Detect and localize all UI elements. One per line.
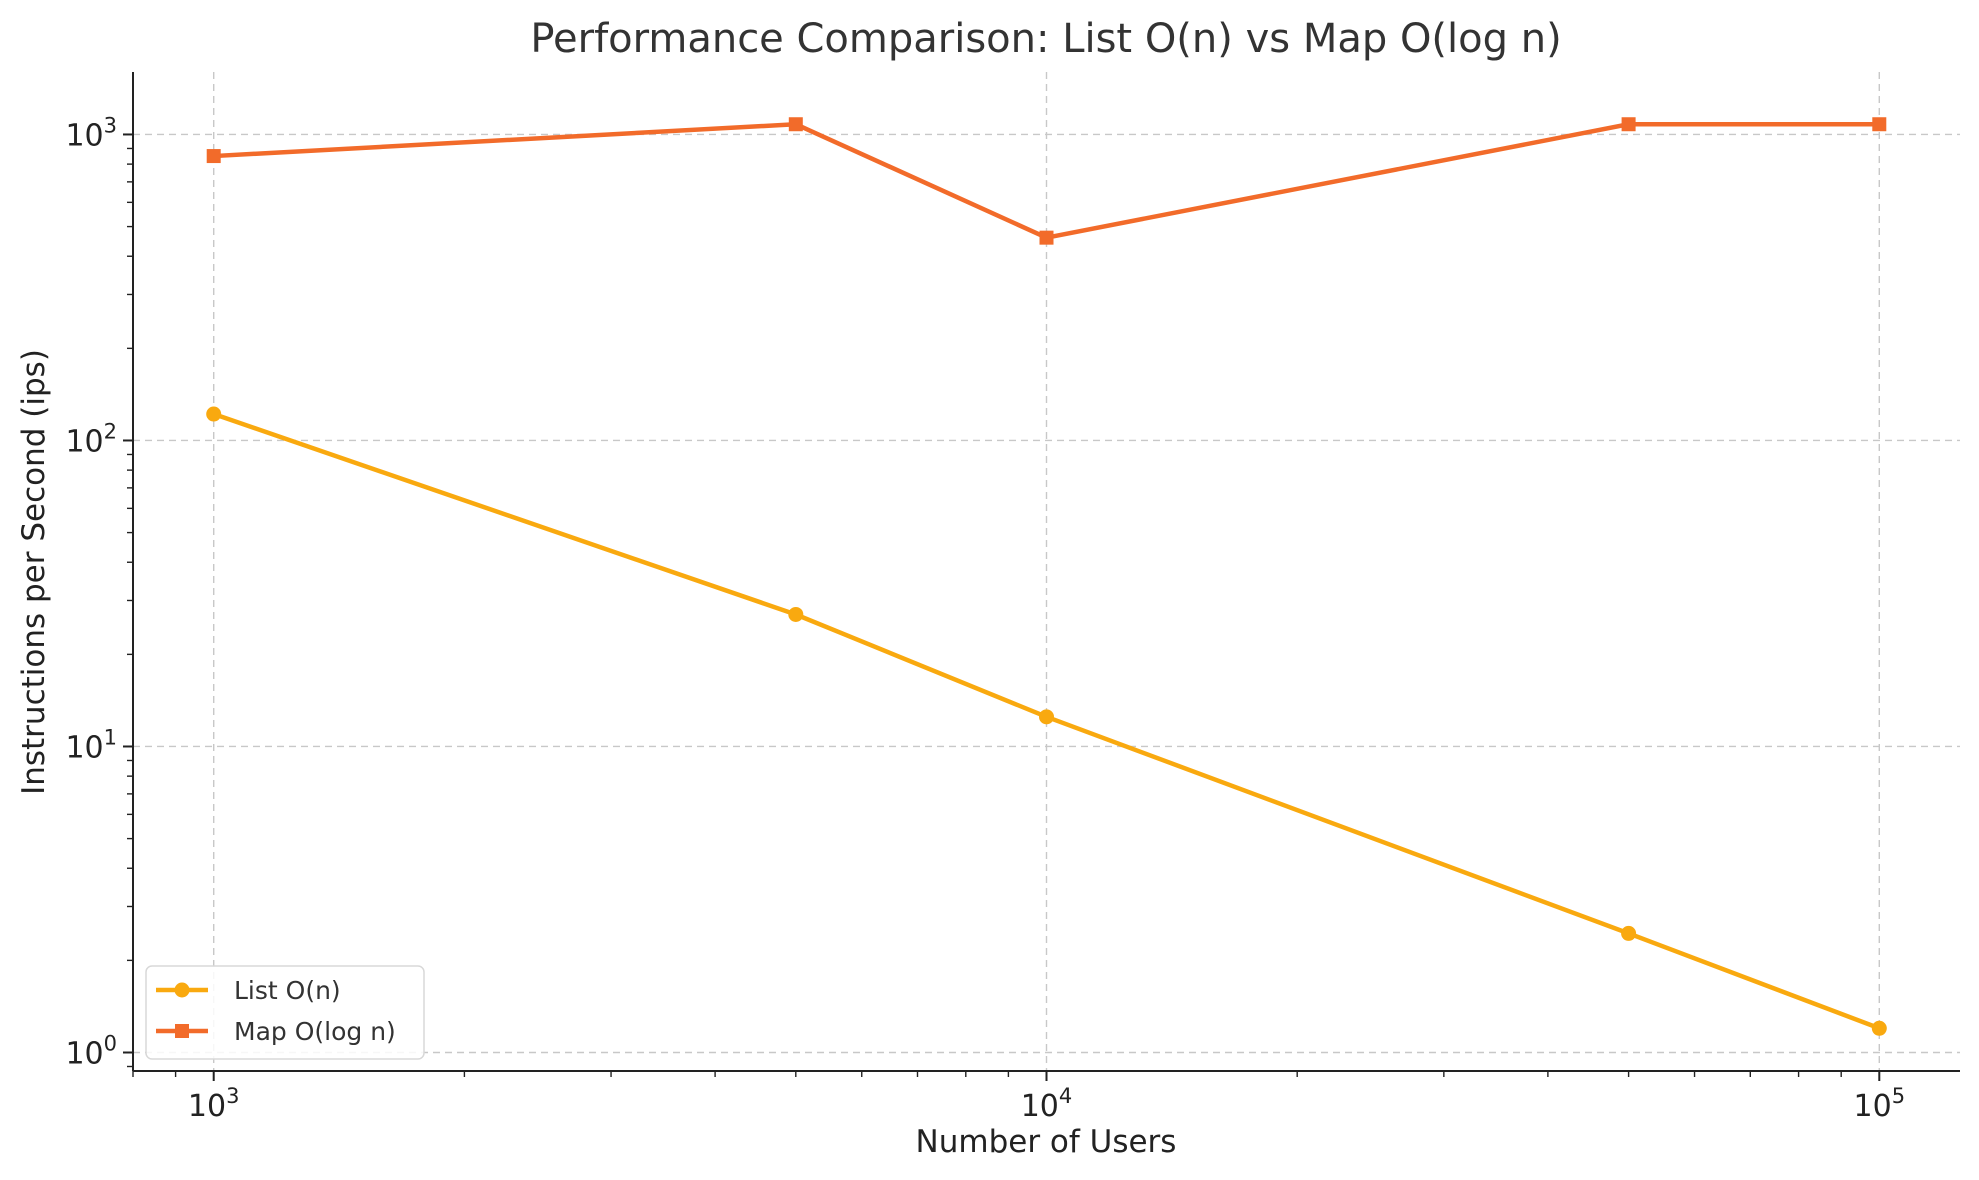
- legend-label-list: List O(n): [234, 976, 341, 1005]
- axes: 103 104 105 100 101 102 103: [65, 72, 1960, 1124]
- data-point-list: [1871, 1020, 1887, 1036]
- legend-label-map: Map O(log n): [234, 1017, 396, 1046]
- y-tick-label: 103: [65, 113, 117, 153]
- y-tick-label: 100: [65, 1031, 117, 1071]
- x-axis-label: Number of Users: [916, 1124, 1177, 1160]
- data-point-map: [206, 149, 221, 164]
- y-axis-label: Instructions per Second (ips): [16, 349, 52, 795]
- legend-marker-map: [175, 1024, 189, 1038]
- series-list: [206, 406, 1887, 1036]
- data-point-list: [788, 606, 804, 622]
- data-point-list: [1621, 925, 1637, 941]
- x-tick-label: 105: [1854, 1084, 1906, 1124]
- data-point-list: [1039, 709, 1054, 725]
- legend: List O(n) Map O(log n): [145, 965, 425, 1060]
- legend-marker-list: [174, 982, 190, 998]
- data-point-map: [1872, 117, 1887, 132]
- data-point-map: [788, 117, 803, 132]
- series-map: [206, 117, 1887, 245]
- legend-box: [145, 965, 425, 1060]
- x-tick-label: 103: [188, 1084, 240, 1124]
- data-point-map: [1039, 230, 1054, 245]
- grid-lines: [133, 72, 1960, 1071]
- y-tick-label: 101: [65, 725, 117, 765]
- y-tick-label: 102: [65, 419, 117, 459]
- data-point-list: [206, 406, 222, 422]
- series-group: [206, 117, 1887, 1036]
- x-tick-label: 104: [1021, 1084, 1073, 1124]
- data-point-map: [1621, 117, 1636, 132]
- chart-title: Performance Comparison: List O(n) vs Map…: [530, 16, 1561, 62]
